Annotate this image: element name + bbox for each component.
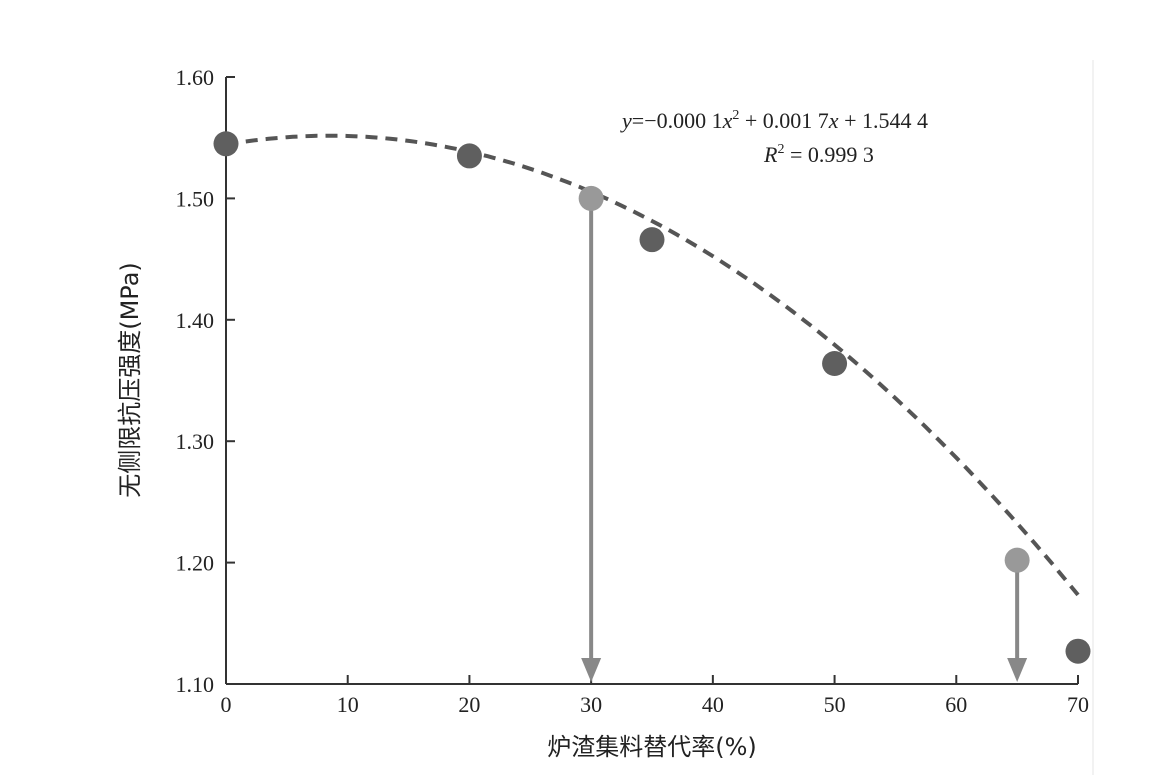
y-tick-label: 1.10 xyxy=(176,672,215,697)
highlight-point xyxy=(578,185,604,211)
x-tick-label: 70 xyxy=(1067,692,1089,717)
x-axis-title: 炉渣集料替代率(%) xyxy=(547,733,757,761)
data-point xyxy=(456,143,482,169)
x-tick-label: 10 xyxy=(337,692,359,717)
data-point xyxy=(822,351,848,377)
x-tick-label: 40 xyxy=(702,692,724,717)
fit-curve xyxy=(225,133,1080,597)
y-tick-label: 1.60 xyxy=(176,65,215,90)
fit-equation: y=−0.000 1x2 + 0.001 7x + 1.544 4 xyxy=(620,108,928,133)
y-tick-label: 1.50 xyxy=(176,186,215,211)
y-tick-label: 1.20 xyxy=(176,551,215,576)
data-points xyxy=(213,131,1091,664)
x-tick-label: 50 xyxy=(824,692,846,717)
data-point xyxy=(1065,638,1091,664)
arrows xyxy=(581,198,1028,682)
data-point xyxy=(213,131,239,157)
r-squared: R2 = 0.999 3 xyxy=(763,142,874,167)
x-tick-label: 60 xyxy=(945,692,967,717)
y-axis-title: 无侧限抗压强度(MPa) xyxy=(116,262,144,498)
data-point xyxy=(639,227,665,253)
x-tick-label: 0 xyxy=(221,692,232,717)
y-tick-label: 1.30 xyxy=(176,429,215,454)
y-ticks: 1.10 1.20 1.30 1.40 1.50 1.60 xyxy=(176,65,235,697)
x-ticks: 0 10 20 30 40 50 60 70 xyxy=(221,675,1089,717)
highlight-point xyxy=(1004,547,1030,573)
arrow-head xyxy=(581,658,602,682)
x-tick-label: 20 xyxy=(458,692,480,717)
arrow-head xyxy=(1007,658,1028,682)
x-tick-label: 30 xyxy=(580,692,602,717)
y-tick-label: 1.40 xyxy=(176,308,215,333)
